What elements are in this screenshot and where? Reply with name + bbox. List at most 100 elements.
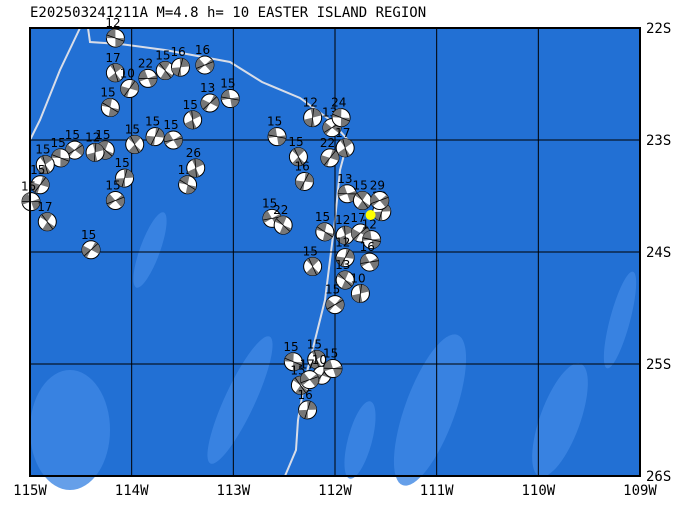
depth-label: 15	[262, 196, 277, 210]
beachball-axis	[371, 197, 389, 204]
beachball	[303, 108, 323, 128]
depth-label: 15	[267, 115, 282, 129]
lon-tick-label: 112W	[318, 483, 352, 499]
beachball-compression	[128, 135, 142, 154]
beachball-compression	[106, 193, 125, 208]
beachball	[362, 230, 382, 250]
beachball-compression	[120, 79, 139, 98]
beachball-axis	[344, 226, 347, 245]
beachball-axis	[353, 226, 368, 240]
beachball-axis	[102, 102, 119, 113]
depth-label: 15	[163, 118, 178, 132]
depth-label: 16	[298, 388, 313, 402]
beachball-compression	[338, 185, 357, 203]
beachball-compression	[164, 132, 183, 148]
beachball	[186, 158, 206, 178]
beachball	[200, 93, 220, 113]
depth-label: 15	[283, 340, 298, 354]
beachball	[288, 147, 308, 167]
beachball-compression	[187, 159, 204, 177]
beachball-axis	[177, 58, 184, 76]
beachball-axis	[93, 143, 97, 162]
depth-label: 17	[335, 126, 350, 140]
beachball-compression	[309, 350, 325, 369]
beachball-axis	[304, 401, 311, 419]
beachball-axis	[362, 237, 381, 242]
beachball-axis	[314, 350, 320, 369]
depth-label: 10	[350, 271, 365, 285]
depth-label: 12	[362, 218, 377, 232]
beachball-compression	[101, 98, 120, 117]
beachball-axis	[300, 376, 319, 383]
map-frame	[29, 27, 641, 477]
depth-label: 17	[350, 211, 365, 225]
depth-label: 12	[85, 130, 100, 144]
beachball-axis	[294, 148, 303, 166]
beachball	[335, 270, 355, 290]
beachball-compression	[274, 216, 292, 235]
bathymetry	[30, 212, 637, 490]
beachball-axis	[159, 63, 172, 78]
beachball-axis	[112, 64, 119, 82]
depth-label: 15	[288, 135, 303, 149]
beachball-axis	[268, 134, 286, 139]
beachball-axis	[360, 260, 379, 264]
beachball	[100, 98, 120, 118]
lat-tick-label: 25S	[646, 357, 671, 373]
beachball-axis	[194, 158, 197, 178]
beachball-axis	[130, 136, 140, 153]
depth-label: 15	[95, 128, 110, 142]
beachball	[35, 155, 55, 175]
beachball-axis	[324, 150, 336, 166]
beachball-axis	[51, 154, 70, 162]
beachball-compression	[362, 230, 381, 249]
depth-label: 26	[186, 146, 201, 160]
depth-label: 15	[115, 156, 130, 170]
beachball-axis	[317, 226, 333, 238]
beachball-compression	[65, 142, 84, 158]
beachball	[335, 248, 355, 268]
depth-label: 17	[105, 51, 120, 65]
beachball	[105, 63, 125, 83]
depth-label: 15	[155, 49, 170, 63]
beachball-axis	[124, 80, 136, 96]
depth-label: 15	[352, 178, 367, 192]
depth-label: 16	[360, 240, 375, 254]
lon-tick-label: 113W	[216, 483, 250, 499]
beachball	[145, 127, 165, 147]
beachball	[323, 358, 343, 378]
beachball	[105, 190, 125, 210]
depth-label: 16	[195, 43, 210, 57]
beachball-axis	[106, 196, 124, 205]
beachball	[138, 68, 158, 88]
beachball-compression	[31, 176, 50, 194]
beachball-axis	[84, 243, 98, 257]
depth-label: 12	[105, 16, 120, 30]
depth-label: 10	[120, 66, 135, 80]
beachball-axis	[106, 34, 124, 42]
lat-tick-label: 23S	[646, 133, 671, 149]
beachball-axis	[332, 113, 350, 122]
beachball	[37, 212, 57, 232]
beachball	[183, 110, 203, 130]
beachball-axis	[179, 179, 196, 190]
beachball-compression	[221, 89, 240, 108]
beachball	[220, 89, 240, 109]
lat-tick-label: 24S	[646, 245, 671, 261]
beachball	[273, 215, 293, 235]
beachball-compression	[22, 193, 40, 211]
beachball-axis	[41, 214, 54, 230]
beachball-axis	[203, 96, 217, 110]
beachball-axis	[150, 128, 160, 145]
beachball	[295, 171, 314, 191]
beachball-axis	[323, 367, 342, 370]
beachball-axis	[121, 169, 128, 187]
depth-label: 15	[220, 77, 235, 91]
depth-label: 22	[138, 56, 153, 70]
beachball-axis	[284, 357, 302, 366]
beachball	[51, 148, 70, 168]
beachball-axis	[164, 137, 183, 143]
beachball	[81, 240, 101, 260]
